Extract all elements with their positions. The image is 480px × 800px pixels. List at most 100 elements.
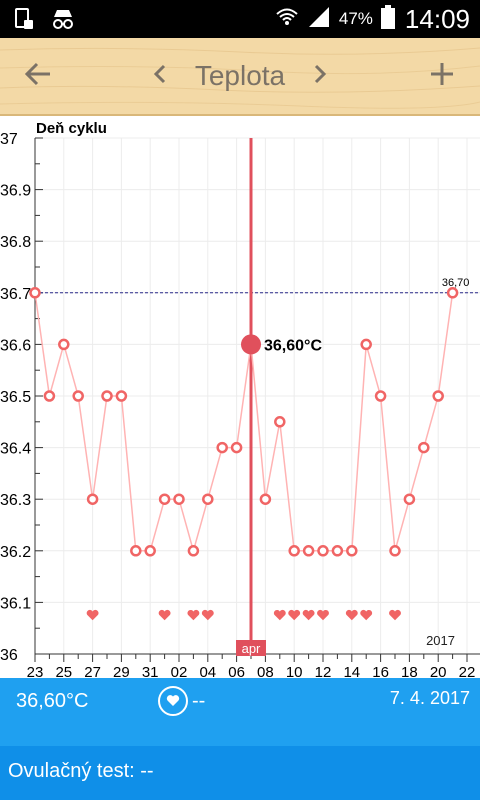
y-tick-label: 36.6: [0, 337, 31, 354]
temperature-point: [115, 390, 128, 402]
previous-button[interactable]: [140, 38, 180, 114]
x-tick-label: 12: [315, 664, 332, 678]
temperature-point: [346, 545, 358, 557]
selected-point-label: 36,60°C: [264, 337, 322, 354]
heart-marker: [273, 609, 286, 621]
heart-marker: [288, 609, 301, 621]
heart-marker: [317, 609, 329, 621]
reference-line-label: 36,70: [442, 277, 470, 289]
x-tick-label: 31: [142, 664, 159, 678]
y-tick-label: 36.8: [0, 234, 31, 251]
heart-marker: [187, 609, 200, 621]
heart-marker: [360, 609, 373, 621]
y-tick-label: 36.3: [0, 492, 31, 509]
selected-point: [241, 334, 261, 355]
x-tick-label: 14: [343, 664, 360, 678]
sim-card-icon: [14, 7, 36, 35]
temperature-point: [101, 390, 113, 402]
chevron-left-icon: [152, 64, 168, 88]
x-tick-label: 10: [286, 664, 303, 678]
x-tick-label: 16: [372, 664, 389, 678]
plus-icon: [429, 61, 455, 91]
temperature-value: 36,60°C: [16, 690, 89, 712]
heart-marker: [389, 609, 401, 621]
temperature-point: [29, 287, 41, 299]
temperature-point: [130, 545, 142, 557]
x-tick-label: 22: [459, 664, 476, 678]
y-tick-label: 36.1: [0, 595, 31, 612]
x-tick-label: 20: [430, 664, 447, 678]
temperature-point: [288, 545, 300, 557]
temperature-point: [86, 493, 99, 505]
page-title: Teplota: [194, 60, 286, 91]
year-label: 2017: [426, 633, 455, 648]
temperature-point: [58, 338, 70, 351]
heart-button[interactable]: [158, 686, 188, 716]
y-tick-label: 36.9: [0, 183, 31, 200]
incognito-icon: [50, 7, 76, 35]
clock: 14:09: [404, 3, 470, 34]
temperature-point: [230, 441, 243, 454]
next-button[interactable]: [300, 38, 340, 114]
temperature-point: [187, 545, 200, 557]
temperature-point: [317, 545, 329, 557]
temperature-point: [331, 545, 344, 557]
temperature-point: [389, 545, 401, 557]
signal-icon: [307, 5, 331, 33]
y-tick-label: 36: [0, 647, 18, 664]
x-tick-label: 25: [55, 664, 72, 678]
ovulation-bar[interactable]: Ovulačný test: --: [0, 746, 480, 800]
temperature-point: [374, 390, 387, 402]
battery-percent: 47%: [338, 9, 373, 28]
temperature-point: [446, 287, 459, 299]
y-tick-label: 37: [0, 131, 18, 148]
selected-date: 7. 4. 2017: [389, 688, 470, 708]
month-label: apr: [242, 641, 261, 656]
x-tick-label: 27: [84, 664, 101, 678]
info-bar: 36,60°C -- 7. 4. 2017: [0, 678, 480, 746]
temperature-point: [173, 493, 185, 505]
temperature-point: [432, 390, 444, 402]
temperature-point: [302, 545, 315, 557]
temperature-point: [360, 338, 372, 351]
temperature-line: [34, 292, 454, 554]
heart-marker: [345, 609, 358, 621]
x-tick-label: 18: [401, 664, 418, 678]
temperature-chart[interactable]: 37 36.9 36.8 36.7 36.6 36.5 36.4 36.3 36.2 36.1 36…: [0, 116, 480, 681]
temperature-point: [202, 493, 214, 505]
heart-value: --: [192, 690, 206, 712]
arrow-left-icon: [24, 60, 52, 92]
heart-marker: [158, 609, 171, 621]
chart-svg[interactable]: 37 36.9 36.8 36.7 36.6 36.5 36.4 36.3 36.2 36.1 36…: [0, 116, 480, 681]
x-tick-label: 29: [113, 664, 130, 678]
y-tick-label: 36.4: [0, 441, 31, 458]
back-button[interactable]: [10, 38, 66, 114]
heart-marker: [86, 609, 99, 621]
wifi-icon: [275, 5, 299, 33]
chart-ylabel: Deň cyklu: [36, 120, 107, 137]
temperature-point: [43, 390, 56, 402]
heart-marker: [302, 609, 315, 621]
status-bar: 47% 14:09: [0, 0, 480, 38]
temperature-point: [274, 416, 286, 428]
x-tick-label: 08: [257, 664, 274, 678]
temperature-point: [403, 493, 416, 505]
x-tick-label: 23: [27, 664, 44, 678]
x-tick-label: 06: [228, 664, 245, 678]
ovulation-test-label: Ovulačný test: --: [8, 760, 154, 782]
x-tick-label: 04: [199, 664, 216, 678]
temperature-point: [259, 493, 272, 505]
heart-icon: [166, 692, 180, 711]
wood-texture: [0, 47, 480, 109]
temperature-point: [72, 390, 84, 402]
month-label-bg: [236, 640, 266, 656]
chevron-right-icon: [312, 64, 328, 88]
y-tick-label: 36.7: [0, 286, 31, 303]
temperature-point: [418, 441, 430, 454]
battery-icon: [380, 5, 395, 33]
add-button[interactable]: [414, 38, 470, 114]
app-bar: Teplota: [0, 38, 480, 116]
heart-marker: [201, 609, 214, 621]
y-tick-label: 36.2: [0, 544, 31, 561]
x-tick-label: 02: [171, 664, 188, 678]
